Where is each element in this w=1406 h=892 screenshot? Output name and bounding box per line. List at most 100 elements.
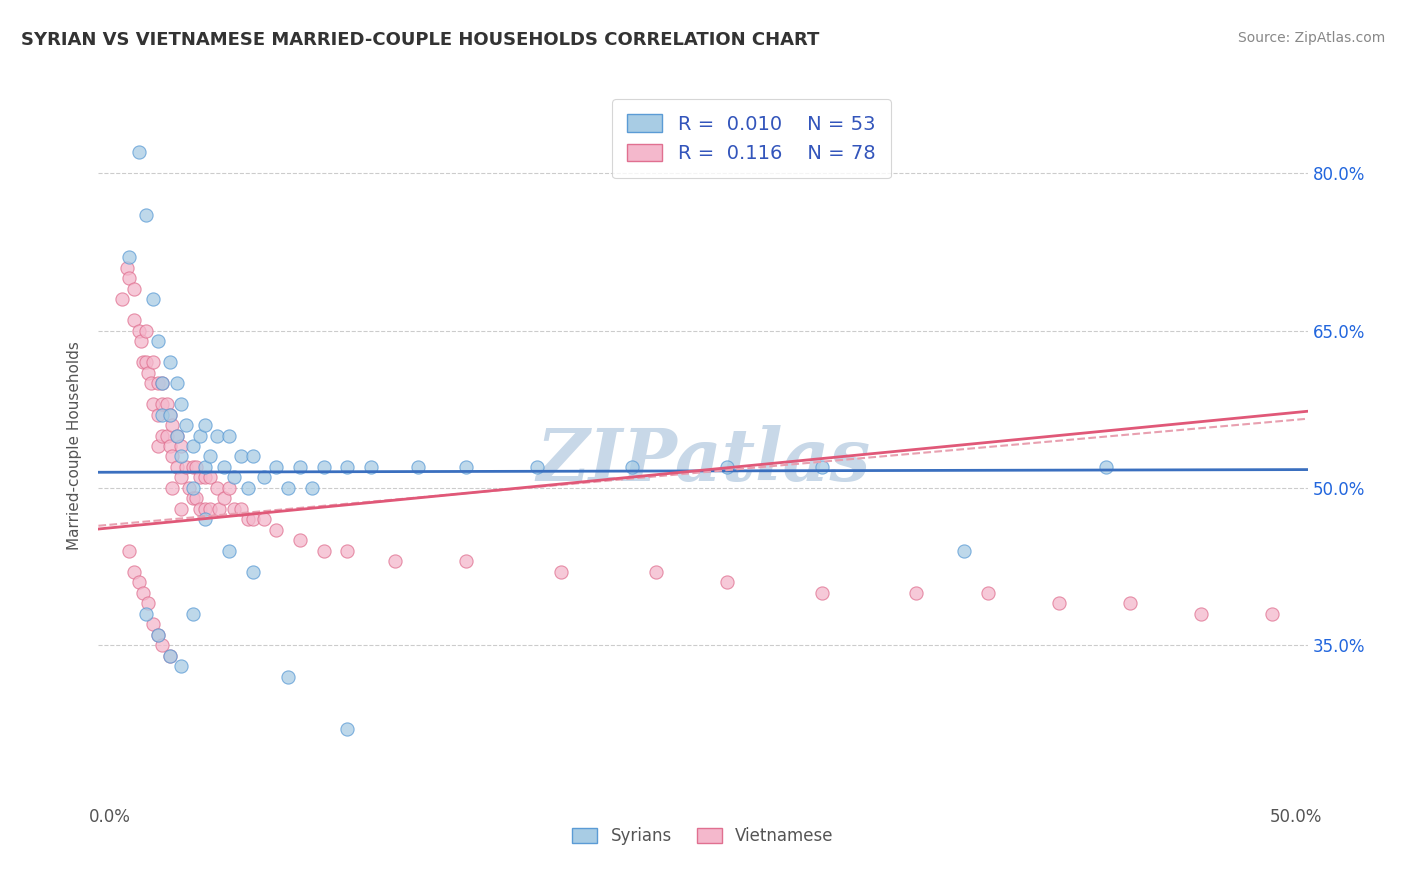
Point — [301, 481, 323, 495]
Point — [146, 376, 169, 390]
Point — [264, 523, 287, 537]
Point — [156, 397, 179, 411]
Point — [181, 607, 204, 621]
Point — [142, 355, 165, 369]
Point — [194, 417, 217, 432]
Point — [194, 470, 217, 484]
Point — [264, 460, 287, 475]
Point — [190, 470, 212, 484]
Point — [170, 502, 193, 516]
Point — [181, 439, 204, 453]
Point — [336, 460, 359, 475]
Point — [142, 617, 165, 632]
Point — [212, 491, 235, 506]
Point — [135, 208, 157, 222]
Point — [905, 586, 928, 600]
Point — [229, 450, 252, 464]
Point — [236, 512, 259, 526]
Point — [242, 512, 264, 526]
Point — [174, 417, 197, 432]
Point — [160, 481, 183, 495]
Point — [454, 554, 477, 568]
Y-axis label: Married-couple Households: Married-couple Households — [67, 342, 83, 550]
Point — [526, 460, 548, 475]
Point — [229, 502, 252, 516]
Point — [152, 639, 174, 653]
Point — [198, 450, 221, 464]
Point — [218, 544, 240, 558]
Point — [312, 460, 335, 475]
Point — [253, 512, 276, 526]
Point — [1095, 460, 1118, 475]
Point — [146, 628, 169, 642]
Point — [1261, 607, 1284, 621]
Text: Source: ZipAtlas.com: Source: ZipAtlas.com — [1237, 31, 1385, 45]
Point — [198, 470, 221, 484]
Point — [644, 565, 666, 579]
Point — [152, 376, 174, 390]
Point — [132, 355, 155, 369]
Point — [194, 512, 217, 526]
Point — [810, 586, 832, 600]
Point — [277, 670, 299, 684]
Point — [810, 460, 832, 475]
Point — [360, 460, 382, 475]
Point — [174, 460, 197, 475]
Point — [152, 397, 174, 411]
Point — [142, 397, 165, 411]
Point — [1119, 596, 1142, 610]
Point — [222, 502, 245, 516]
Point — [166, 428, 188, 442]
Point — [152, 428, 174, 442]
Point — [159, 648, 181, 663]
Point — [166, 460, 188, 475]
Point — [190, 502, 212, 516]
Point — [1189, 607, 1212, 621]
Point — [184, 491, 207, 506]
Point — [115, 260, 138, 275]
Point — [135, 355, 157, 369]
Point — [170, 659, 193, 673]
Point — [170, 397, 193, 411]
Point — [160, 450, 183, 464]
Point — [118, 250, 141, 264]
Point — [159, 439, 181, 453]
Point — [205, 428, 228, 442]
Point — [976, 586, 998, 600]
Point — [170, 450, 193, 464]
Point — [122, 313, 145, 327]
Point — [312, 544, 335, 558]
Point — [166, 428, 188, 442]
Point — [277, 481, 299, 495]
Point — [170, 439, 193, 453]
Point — [550, 565, 572, 579]
Point — [218, 428, 240, 442]
Point — [288, 460, 311, 475]
Point — [454, 460, 477, 475]
Point — [408, 460, 430, 475]
Point — [156, 428, 179, 442]
Point — [128, 575, 150, 590]
Point — [716, 575, 738, 590]
Point — [135, 607, 157, 621]
Point — [218, 481, 240, 495]
Point — [242, 450, 264, 464]
Point — [122, 565, 145, 579]
Point — [288, 533, 311, 548]
Point — [146, 439, 169, 453]
Point — [205, 481, 228, 495]
Point — [128, 324, 150, 338]
Point — [336, 544, 359, 558]
Point — [132, 586, 155, 600]
Point — [166, 376, 188, 390]
Point — [208, 502, 231, 516]
Point — [336, 723, 359, 737]
Point — [177, 481, 200, 495]
Point — [181, 491, 204, 506]
Point — [194, 502, 217, 516]
Point — [222, 470, 245, 484]
Point — [170, 470, 193, 484]
Text: ZIPatlas: ZIPatlas — [536, 425, 870, 496]
Point — [184, 460, 207, 475]
Point — [620, 460, 643, 475]
